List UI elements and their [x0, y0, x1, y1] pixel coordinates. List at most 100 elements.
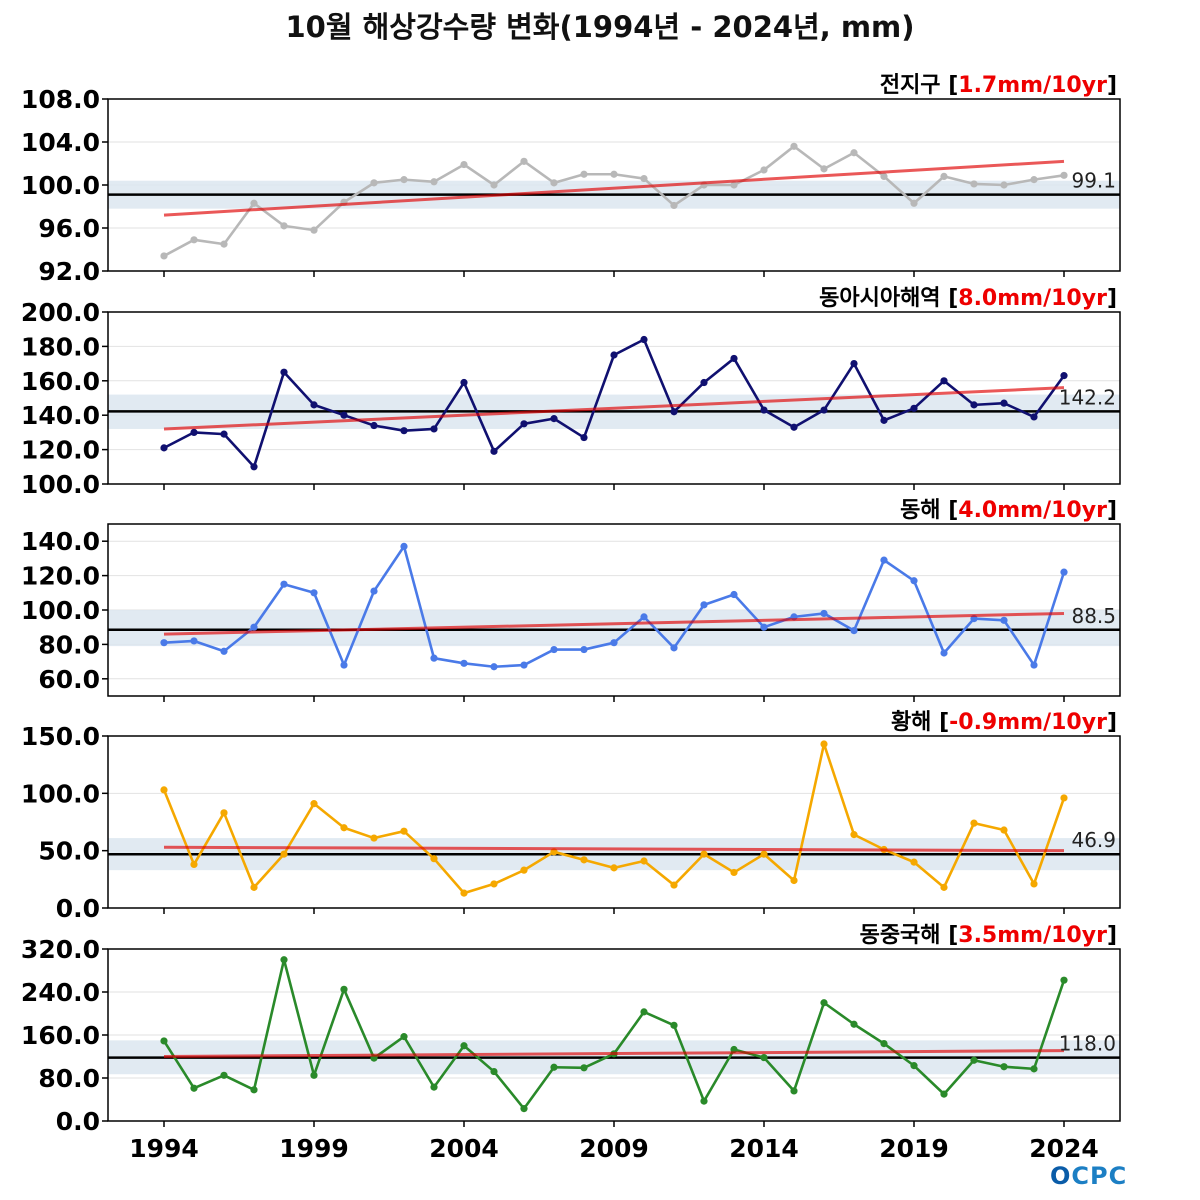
panel-plot-area [108, 312, 1120, 484]
data-point [460, 889, 468, 897]
data-point [580, 1064, 588, 1072]
region-name: 동해 [ [900, 498, 958, 523]
data-point [220, 240, 228, 248]
data-point [730, 590, 738, 599]
data-point [220, 809, 228, 817]
data-point [670, 201, 678, 210]
data-point [760, 850, 768, 858]
data-point [970, 819, 978, 827]
data-point [340, 824, 348, 832]
data-point [700, 378, 708, 387]
data-point [610, 170, 618, 178]
panel-title: 동해 [4.0mm/10yr] [900, 498, 1117, 523]
data-point [760, 1053, 768, 1062]
data-point [640, 613, 648, 621]
data-point [1030, 413, 1038, 421]
data-point [940, 377, 948, 385]
data-point [730, 181, 738, 189]
data-point [1000, 826, 1008, 834]
data-point [370, 587, 378, 595]
trend-line [163, 611, 1065, 636]
data-point [400, 542, 408, 550]
data-point [700, 601, 708, 609]
data-point [610, 351, 618, 359]
data-point [190, 1084, 198, 1092]
data-point [970, 401, 978, 409]
data-point [160, 252, 168, 260]
data-point [1000, 399, 1008, 407]
data-point [820, 609, 828, 618]
y-tick-label: 50.0 [38, 837, 100, 866]
data-point [310, 1071, 318, 1079]
trend-value: 3.5mm/10yr [958, 923, 1107, 948]
y-tick-label: 0.0 [56, 894, 100, 923]
x-tick-label: 1994 [129, 1134, 199, 1163]
data-point [190, 428, 198, 436]
data-point [340, 985, 348, 993]
data-point [910, 577, 918, 585]
bracket-close: ] [1107, 286, 1117, 311]
trend-line [163, 845, 1065, 853]
data-point [310, 800, 318, 808]
data-point [370, 834, 378, 842]
mean-value-label: 99.1 [1071, 169, 1116, 193]
x-tick-label: 1999 [279, 1134, 349, 1163]
data-point [1060, 568, 1068, 576]
data-point [310, 401, 318, 409]
y-tick-label: 96.0 [38, 214, 100, 243]
panel-plot-area [108, 949, 1120, 1121]
y-tick-label: 140.0 [21, 527, 100, 556]
data-point [520, 866, 528, 874]
y-tick-label: 104.0 [21, 128, 100, 157]
data-point [310, 226, 318, 234]
data-point [460, 1042, 468, 1050]
data-point [610, 864, 618, 872]
data-point [580, 645, 588, 654]
data-point [1030, 880, 1038, 888]
y-tick-label: 92.0 [38, 257, 100, 286]
panel-4: 0.0 50.0 100.0 150.0 46.9 황해 [-0.9mm/10yr] [21, 710, 1121, 923]
trend-value: 1.7mm/10yr [958, 73, 1107, 98]
data-point [760, 623, 768, 631]
y-tick-label: 100.0 [21, 779, 100, 808]
data-point [640, 174, 648, 183]
series-line [163, 545, 1066, 669]
data-point [430, 855, 438, 863]
data-point [370, 179, 378, 187]
data-point [550, 179, 558, 187]
data-point [280, 956, 288, 964]
data-point [430, 654, 438, 662]
data-point [220, 647, 228, 655]
data-point [220, 1071, 228, 1079]
data-point [910, 1062, 918, 1070]
data-point [1000, 616, 1008, 624]
data-point [880, 172, 888, 180]
y-tick-label: 80.0 [38, 630, 100, 659]
y-tick-label: 100.0 [21, 596, 100, 625]
y-tick-label: 320.0 [21, 935, 100, 964]
data-point [340, 661, 348, 669]
y-tick-label: 240.0 [21, 978, 100, 1007]
bracket-close: ] [1107, 498, 1117, 523]
data-point [790, 1087, 798, 1095]
data-point [970, 1056, 978, 1064]
data-point [460, 160, 468, 169]
data-point [1060, 372, 1068, 380]
y-tick-label: 108.0 [21, 85, 100, 114]
data-point [310, 589, 318, 597]
panel-plot-area [108, 736, 1120, 908]
ocpc-logo: OCPC [1050, 1162, 1128, 1190]
data-point [790, 423, 798, 431]
data-point [670, 1021, 678, 1029]
data-point [460, 659, 468, 667]
data-point [820, 165, 828, 173]
data-point [160, 639, 168, 647]
data-point [550, 645, 558, 654]
data-point [1060, 794, 1068, 802]
data-point [1030, 1065, 1038, 1073]
x-tick-label: 2014 [729, 1134, 799, 1163]
data-point [220, 430, 228, 438]
series-line [162, 958, 1066, 1110]
data-point [520, 157, 528, 165]
